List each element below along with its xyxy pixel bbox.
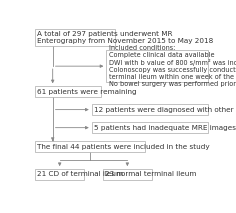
Text: 61 patients were remaining: 61 patients were remaining <box>37 89 137 95</box>
FancyBboxPatch shape <box>92 104 208 115</box>
Text: 12 patients were diagnosed with other diseases: 12 patients were diagnosed with other di… <box>94 107 236 113</box>
FancyBboxPatch shape <box>103 169 152 180</box>
FancyBboxPatch shape <box>35 86 101 97</box>
Text: The final 44 patients were included in the study: The final 44 patients were included in t… <box>37 144 210 150</box>
Text: 23 normal terminal ileum: 23 normal terminal ileum <box>105 171 196 177</box>
Text: 5 patients had inadequate MRE images as the motions artifacts: 5 patients had inadequate MRE images as … <box>94 125 236 131</box>
FancyBboxPatch shape <box>106 50 208 82</box>
FancyBboxPatch shape <box>35 169 84 180</box>
FancyBboxPatch shape <box>92 122 208 133</box>
Text: A total of 297 patients underwent MR
Enterography from November 2015 to May 2018: A total of 297 patients underwent MR Ent… <box>37 31 213 44</box>
Text: Included conditions:
Complete clinical data available
DWI with b value of 800 s/: Included conditions: Complete clinical d… <box>109 45 236 87</box>
FancyBboxPatch shape <box>35 141 145 152</box>
Text: 21 CD of terminal ileum: 21 CD of terminal ileum <box>37 171 123 177</box>
FancyBboxPatch shape <box>35 29 115 46</box>
